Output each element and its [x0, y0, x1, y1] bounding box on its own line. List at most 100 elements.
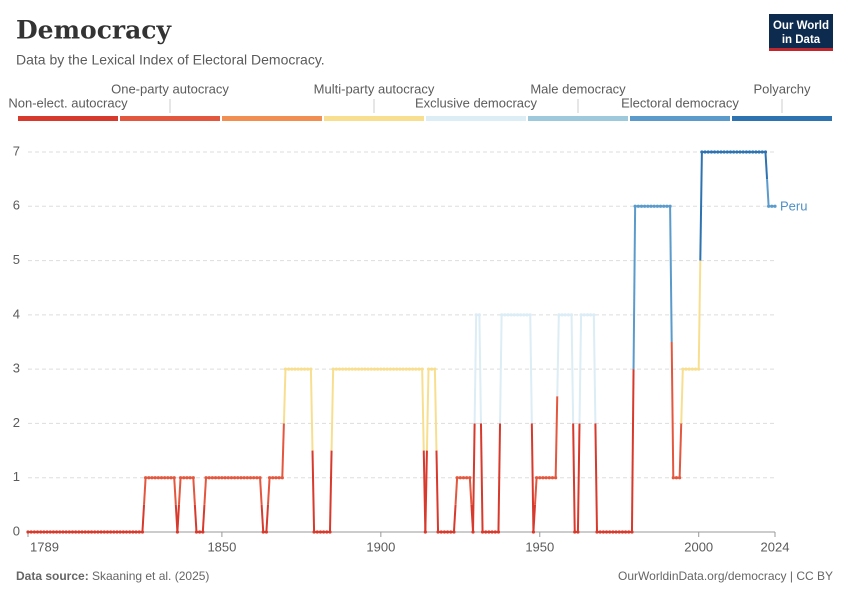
- point: [26, 530, 30, 534]
- point: [506, 313, 510, 317]
- point: [509, 313, 513, 317]
- point: [322, 530, 326, 534]
- point: [45, 530, 49, 534]
- line-segment: [678, 423, 683, 478]
- point: [55, 530, 59, 534]
- point: [93, 530, 97, 534]
- line-segment: [670, 341, 675, 478]
- x-tick-label: 2024: [761, 539, 790, 554]
- point: [255, 476, 259, 480]
- point: [639, 204, 644, 208]
- source-label: Data source:: [16, 569, 89, 583]
- point: [344, 367, 348, 371]
- line-segment: [259, 477, 263, 505]
- line-segment: [630, 369, 635, 533]
- point: [538, 476, 542, 480]
- point: [385, 367, 389, 371]
- point: [741, 150, 745, 154]
- point: [89, 530, 94, 534]
- line-segment: [478, 314, 482, 424]
- point: [684, 367, 688, 371]
- point: [465, 476, 469, 480]
- line-segment: [576, 423, 581, 533]
- y-tick-label: 7: [13, 143, 20, 158]
- point: [271, 476, 275, 480]
- point: [598, 530, 602, 534]
- line-segment: [260, 504, 265, 533]
- point: [166, 476, 170, 480]
- point: [175, 530, 179, 534]
- point: [334, 367, 338, 371]
- line-segment: [472, 423, 476, 533]
- point: [347, 367, 351, 371]
- line-segment: [421, 369, 425, 451]
- point: [414, 367, 418, 371]
- point: [290, 367, 294, 371]
- legend-label: Non-elect. autocracy: [8, 95, 128, 110]
- point: [452, 530, 456, 534]
- point: [32, 530, 36, 534]
- point: [554, 476, 558, 480]
- point: [105, 530, 110, 534]
- point: [706, 150, 710, 154]
- point: [608, 530, 612, 534]
- legend-label: Electoral democracy: [621, 95, 739, 110]
- point: [207, 476, 211, 480]
- point: [585, 313, 590, 317]
- point: [70, 530, 75, 534]
- point: [700, 150, 704, 154]
- point: [229, 476, 234, 480]
- line-segment: [534, 477, 538, 505]
- point: [118, 530, 122, 534]
- point: [671, 476, 675, 480]
- point: [655, 204, 659, 208]
- point: [198, 530, 202, 534]
- x-tick-label: 1950: [525, 539, 554, 554]
- point: [147, 476, 151, 480]
- point: [773, 204, 777, 208]
- point: [144, 476, 148, 480]
- line-segment: [530, 423, 535, 533]
- point: [534, 476, 539, 480]
- line-segment: [435, 450, 440, 533]
- point: [589, 313, 593, 317]
- point: [662, 204, 666, 208]
- point: [760, 150, 764, 154]
- point: [728, 150, 733, 154]
- point: [341, 367, 345, 371]
- point: [658, 204, 663, 208]
- point: [182, 476, 186, 480]
- point: [515, 313, 520, 317]
- point: [293, 367, 297, 371]
- line-segment: [578, 314, 583, 424]
- point: [544, 476, 548, 480]
- point: [716, 150, 720, 154]
- point: [220, 476, 224, 480]
- line-segment: [424, 450, 428, 533]
- logo-text: Our World: [773, 20, 829, 32]
- point: [318, 530, 323, 534]
- point: [61, 530, 65, 534]
- point: [560, 313, 564, 317]
- point: [153, 476, 157, 480]
- legend-swatch: [18, 116, 118, 121]
- point: [137, 530, 141, 534]
- point: [461, 476, 466, 480]
- point: [280, 476, 284, 480]
- point: [391, 367, 396, 371]
- point: [156, 476, 160, 480]
- point: [233, 476, 237, 480]
- point: [201, 530, 205, 534]
- point: [624, 530, 628, 534]
- point: [477, 313, 481, 317]
- point: [528, 313, 532, 317]
- line-segment: [143, 477, 147, 505]
- point: [512, 313, 516, 317]
- x-tick-label: 2000: [684, 539, 713, 554]
- point: [315, 530, 319, 534]
- point: [112, 530, 116, 534]
- point: [115, 530, 119, 534]
- point: [217, 476, 221, 480]
- point: [398, 367, 402, 371]
